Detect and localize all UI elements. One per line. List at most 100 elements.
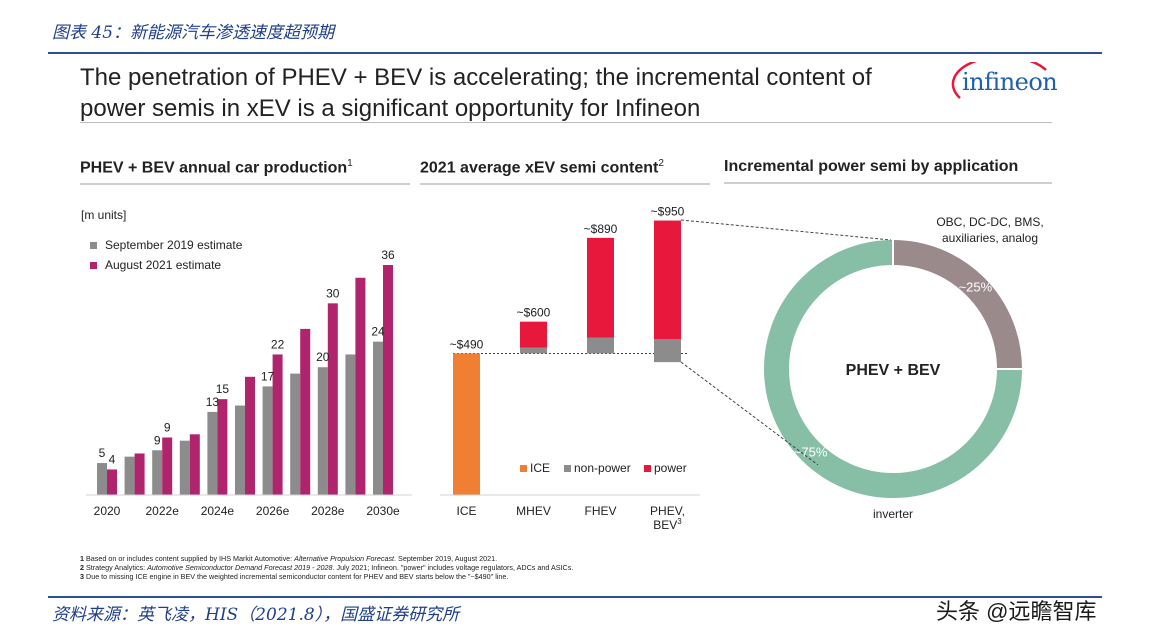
bar-2029e-aug2021 <box>355 277 366 495</box>
label-inverter: inverter <box>873 507 913 521</box>
figure-caption: 图表 45：新能源汽车渗透速度超预期 <box>52 23 335 43</box>
bar-2021e-sep2019 <box>124 456 135 495</box>
bar-2020-sep2019 <box>97 463 107 495</box>
bar-2028e-aug2021 <box>327 303 338 495</box>
footnote-3-text: Due to missing ICE engine in BEV the wei… <box>86 572 509 581</box>
page-title: The penetration of PHEV + BEV is acceler… <box>80 64 872 122</box>
bar-mhev-power <box>520 321 547 348</box>
footnote-2: 2 Strategy Analytics: Automotive Semicon… <box>80 563 573 572</box>
bar-phev-bev-power <box>654 220 681 339</box>
footnote-2-text: Strategy Analytics: <box>86 563 148 572</box>
application-donut-chart: ~25% ~75% PHEV + BEV OBC, DC-DC, BMS, auxili… <box>680 215 1044 521</box>
data-label-2022e-sep2019: 9 <box>154 433 161 447</box>
bottom-divider <box>48 596 1102 598</box>
legend-label-non-power: non-power <box>574 461 631 475</box>
infineon-logo <box>951 62 1047 99</box>
bar-2024e-sep2019 <box>207 411 218 495</box>
panel-title-production-sup: 1 <box>347 158 353 169</box>
x-tick-fhev: FHEV <box>584 504 616 518</box>
bar-2029e-sep2019 <box>345 354 356 495</box>
donut-center-label: PHEV + BEV <box>846 362 941 379</box>
x-tick-2028e: 2028e <box>311 504 345 518</box>
footnote-1-italic: Alternative Propulsion Forecast <box>294 554 395 563</box>
bar-2024e-aug2021 <box>217 399 228 495</box>
bar-2022e-sep2019 <box>152 450 163 495</box>
x-tick-mhev: MHEV <box>516 504 551 518</box>
x-tick-bev: BEV3 <box>653 517 682 532</box>
x-tick-2026e: 2026e <box>256 504 290 518</box>
data-label-2026e-aug2021: 22 <box>271 337 285 351</box>
bar-phev-bev-non-power <box>654 338 681 363</box>
data-label-2028e-sep2019: 20 <box>316 350 330 364</box>
footnote-2-rest: . July 2021; Infineon. "power" includes … <box>332 563 574 572</box>
footnote-3: 3 Due to missing ICE engine in BEV the w… <box>80 572 508 581</box>
data-label-2028e-aug2021: 30 <box>326 286 340 300</box>
total-label-mhev: ~$600 <box>517 306 551 320</box>
bar-2027e-sep2019 <box>290 373 301 495</box>
legend-swatch-aug2021 <box>90 262 97 269</box>
donut-slice-obc-dcdc-bms <box>892 240 1022 370</box>
connector-bottom <box>680 361 819 466</box>
x-tick-ice: ICE <box>456 504 476 518</box>
legend-swatch-ice <box>520 465 527 472</box>
bar-mhev-non-power <box>520 347 547 354</box>
title-divider <box>80 122 1052 123</box>
logo-swoosh <box>951 62 1047 99</box>
data-label-2030e-aug2021: 36 <box>381 248 395 262</box>
unit-label: [m units] <box>81 208 126 222</box>
bar-2023e-sep2019 <box>179 440 190 495</box>
panel-title-content: 2021 average xEV semi content <box>420 159 659 177</box>
legend-label-sep2019: September 2019 estimate <box>105 238 243 252</box>
production-chart: [m units] September 2019 estimate August 2… <box>81 208 412 518</box>
footnote-1: 1 Based on or includes content supplied … <box>80 554 497 563</box>
bar-ice-ice <box>453 353 480 495</box>
bar-2025e-aug2021 <box>245 376 255 495</box>
logo-text: infineon <box>962 68 1058 96</box>
bar-2025e-sep2019 <box>235 405 245 495</box>
bar-2022e-aug2021 <box>162 437 173 495</box>
data-label-2026e-sep2019: 17 <box>261 369 275 383</box>
x-tick-phev: PHEV, <box>650 504 685 518</box>
panel-header-production: PHEV + BEV annual car production1 <box>80 158 410 186</box>
legend-swatch-power <box>644 465 651 472</box>
x-tick-2024e: 2024e <box>201 504 235 518</box>
panel-header-content: 2021 average xEV semi content2 <box>420 158 710 186</box>
panel-title-production: PHEV + BEV annual car production <box>80 159 348 177</box>
footnote-2-italic: Automotive Semiconductor Demand Forecast… <box>147 563 333 572</box>
data-label-2024e-sep2019: 13 <box>206 395 220 409</box>
x-tick-bev-sup: 3 <box>677 517 682 526</box>
bar-2028e-sep2019 <box>317 367 328 495</box>
connector-top <box>680 219 892 241</box>
total-label-fhev: ~$890 <box>584 222 618 236</box>
legend-swatch-sep2019 <box>90 242 97 249</box>
data-label-2020-sep2019: 5 <box>99 446 106 460</box>
legend-label-ice: ICE <box>530 461 550 475</box>
bar-2030e-sep2019 <box>373 341 383 495</box>
x-tick-2030e: 2030e <box>366 504 400 518</box>
label-obc-dcdc-bms: OBC, DC-DC, BMS, auxiliaries, analog <box>936 215 1043 245</box>
donut-pct-obc: ~25% <box>959 280 993 295</box>
bar-2026e-aug2021 <box>272 354 283 495</box>
bar-2020-aug2021 <box>107 469 117 495</box>
bar-2030e-aug2021 <box>383 265 393 495</box>
source-caption: 资料来源：英飞凌，HIS（2021.8），国盛证券研究所 <box>52 605 460 625</box>
donut-pct-inverter: ~75% <box>794 444 828 459</box>
data-label-2020-aug2021: 4 <box>109 452 116 466</box>
footnote-1-rest: . September 2019, August 2021. <box>394 554 498 563</box>
watermark: 头条 @远瞻智库 <box>936 599 1097 624</box>
footnote-3-num: 3 <box>80 572 84 581</box>
footnote-1-text: Based on or includes content supplied by… <box>86 554 295 563</box>
bar-fhev-non-power <box>587 337 614 354</box>
legend-label-power: power <box>654 461 687 475</box>
panel-title-content-sup: 2 <box>658 158 664 169</box>
bar-2023e-aug2021 <box>189 434 200 495</box>
total-label-phev-bev: ~$950 <box>651 205 685 219</box>
data-label-2024e-aug2021: 15 <box>216 382 230 396</box>
panel-title-application: Incremental power semi by application <box>724 158 1019 175</box>
total-label-ice: ~$490 <box>450 337 484 351</box>
footnote-1-num: 1 <box>80 554 84 563</box>
x-tick-2022e: 2022e <box>146 504 180 518</box>
footnote-2-num: 2 <box>80 563 84 572</box>
legend-label-aug2021: August 2021 estimate <box>105 258 221 272</box>
